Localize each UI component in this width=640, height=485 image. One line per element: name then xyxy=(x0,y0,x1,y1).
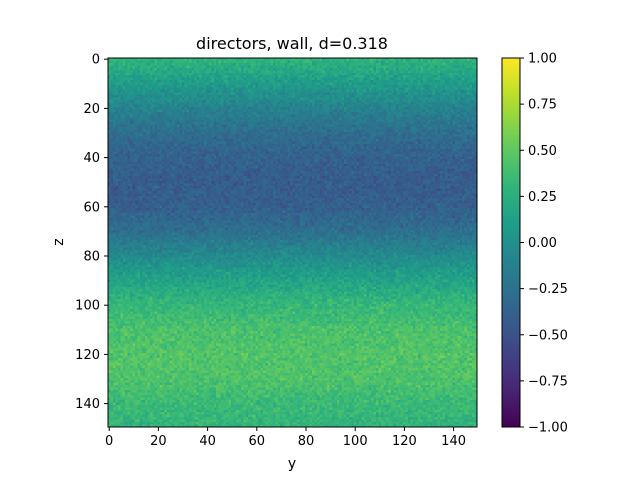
plot-frame xyxy=(107,57,478,428)
x-tick-label: 60 xyxy=(249,434,266,449)
y-axis-label: z xyxy=(51,238,67,245)
colorbar-tick-label: 0.75 xyxy=(528,98,557,113)
colorbar-tick-label: 0.25 xyxy=(528,190,557,205)
y-tick-label: 40 xyxy=(83,151,100,166)
y-tick-label: 140 xyxy=(75,397,100,412)
colorbar-tick-label: 0.00 xyxy=(528,236,557,251)
x-axis: 0 20 40 60 80 100 120 140 xyxy=(105,427,466,449)
x-axis-label: y xyxy=(288,456,296,472)
heatmap-image xyxy=(108,58,477,427)
y-tick-label: 20 xyxy=(83,102,100,117)
colorbar-tick-label: 0.50 xyxy=(528,144,557,159)
colorbar-tick-label: −0.75 xyxy=(528,374,568,389)
y-tick-label: 100 xyxy=(75,299,100,314)
colorbar-tick-label: 1.00 xyxy=(528,52,557,67)
y-axis: 0 20 40 60 80 100 120 140 xyxy=(75,53,108,412)
y-tick-label: 0 xyxy=(92,53,100,68)
colorbar-tick-label: −1.00 xyxy=(528,421,568,436)
x-tick-label: 120 xyxy=(392,434,417,449)
x-tick-label: 40 xyxy=(199,434,216,449)
y-tick-label: 120 xyxy=(75,348,100,363)
x-tick-label: 0 xyxy=(105,434,113,449)
x-tick-label: 80 xyxy=(298,434,315,449)
x-tick-label: 100 xyxy=(343,434,368,449)
colorbar-tick-label: −0.50 xyxy=(528,328,568,343)
colorbar xyxy=(501,57,521,428)
y-tick-label: 60 xyxy=(83,200,100,215)
y-tick-label: 80 xyxy=(83,250,100,265)
x-tick-label: 140 xyxy=(441,434,466,449)
colorbar-tick-label: −0.25 xyxy=(528,282,568,297)
chart-title: directors, wall, d=0.318 xyxy=(196,34,388,53)
x-tick-label: 20 xyxy=(150,434,167,449)
colorbar-ticks: 1.00 0.75 0.50 0.25 0.00 −0.25 −0.50 −0.75 −1.00 xyxy=(520,52,568,436)
